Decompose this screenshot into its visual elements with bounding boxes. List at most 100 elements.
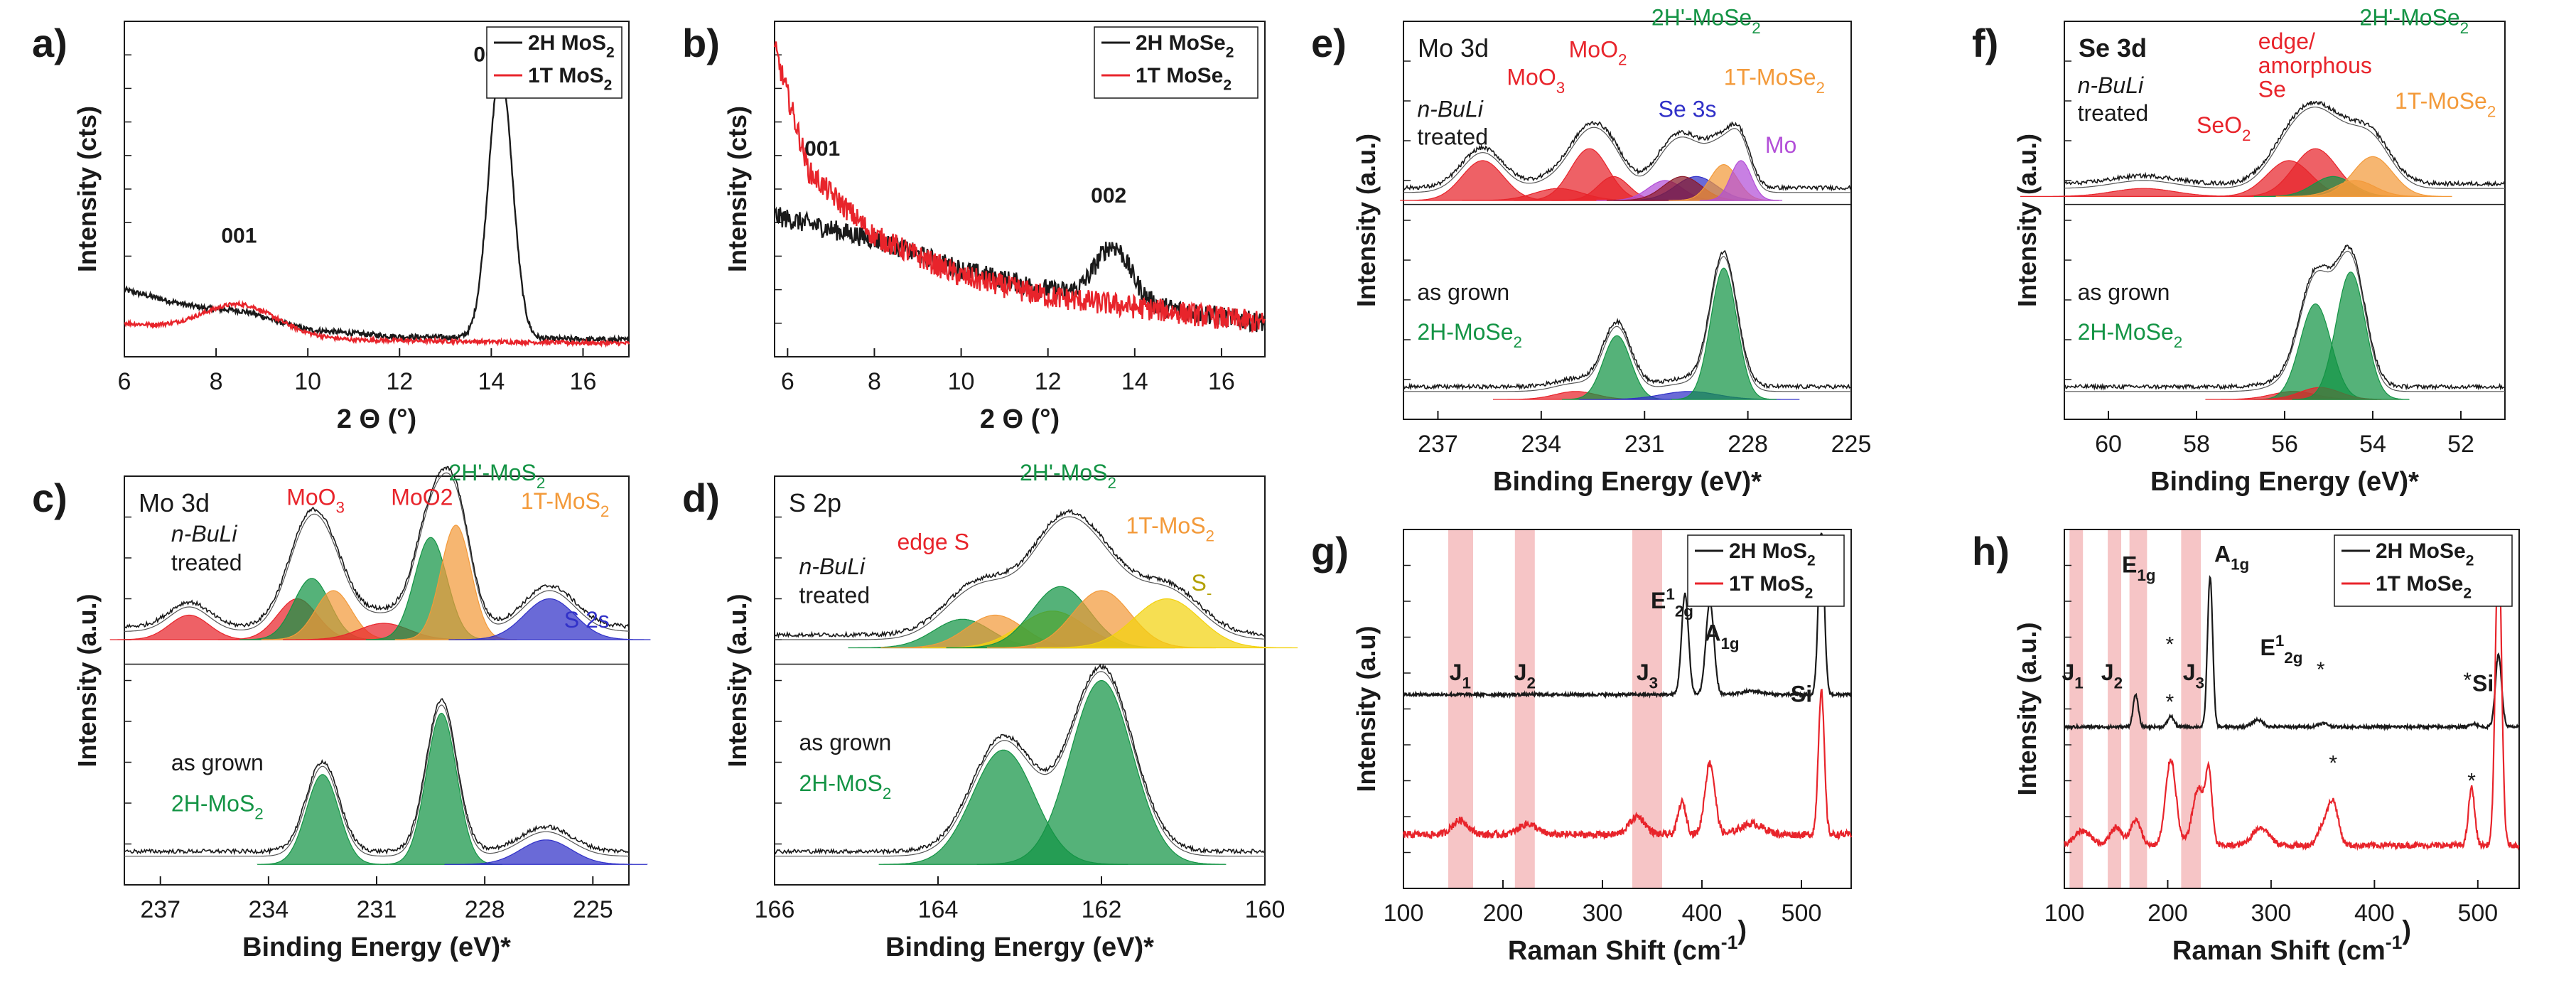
fit-component <box>1036 598 1298 649</box>
peak-label: n-BuLi <box>1417 96 1483 122</box>
fit-envelope <box>775 516 1265 640</box>
peak-label: amorphous <box>2258 53 2372 78</box>
panel-letter: d) <box>682 475 720 520</box>
x-tick-label: 500 <box>2457 900 2498 927</box>
peak-label: as grown <box>799 729 892 755</box>
x-tick-label: 225 <box>573 896 613 923</box>
x-tick-label: 160 <box>1245 896 1286 923</box>
peak-annotation: 001 <box>804 137 840 161</box>
series-line <box>123 66 630 345</box>
x-axis-label: Raman Shift (cm-1) <box>2172 916 2411 967</box>
peak-label: 2H'-MoS2 <box>1020 460 1116 492</box>
peak-label: n-BuLi <box>171 521 237 547</box>
x-tick-label: 500 <box>1782 900 1822 927</box>
x-tick-label: 237 <box>1418 431 1458 458</box>
panel-title: Mo 3d <box>139 488 210 517</box>
x-tick-label: 400 <box>2354 900 2395 927</box>
data-trace <box>124 698 630 856</box>
peak-label: 2H-MoSe2 <box>1417 319 1522 351</box>
x-axis-label: 2 Θ (°) <box>980 404 1060 434</box>
peak-label: E12g <box>1651 585 1693 620</box>
series-line <box>124 299 630 348</box>
band-label: J2 <box>2101 660 2123 692</box>
legend-entry: 1T MoS2 <box>1729 572 1813 602</box>
peak-label: MoO2 <box>391 484 453 510</box>
peak-label: 2H'-MoSe2 <box>1651 5 1761 37</box>
peak-label: edge/ <box>2258 28 2315 54</box>
peak-label: Mo <box>1765 132 1796 158</box>
peak-label: E1g <box>2122 552 2155 584</box>
legend-entry: 2H MoSe2 <box>1136 31 1234 61</box>
panel-b: 6 8 10 12 14 16 b) 2 Θ (°) Intensity (cts) 001 002… <box>682 21 1266 434</box>
peak-label: 2H-MoS2 <box>799 770 892 802</box>
series-line <box>1402 532 1852 699</box>
fit-component <box>257 774 389 865</box>
peak-label: 1T-MoSe2 <box>2395 88 2496 120</box>
fit-component <box>448 598 651 640</box>
x-tick-label: 14 <box>1121 368 1148 395</box>
fit-envelope <box>1403 127 1851 193</box>
fit-envelope <box>2064 250 2505 392</box>
series-line <box>773 41 1266 333</box>
series-line <box>1402 689 1853 841</box>
x-tick-label: 12 <box>386 368 413 395</box>
legend <box>486 26 623 99</box>
band-label: J1 <box>2062 660 2084 692</box>
y-axis-label: Intensity (a.u.) <box>72 593 102 767</box>
peak-label: 2H-MoSe2 <box>2078 319 2183 351</box>
data-trace <box>124 466 630 630</box>
peak-label: n-BuLi <box>2078 72 2144 98</box>
fit-component <box>1561 335 1672 400</box>
peak-label: MoO2 <box>1569 36 1627 68</box>
x-axis-label: Raman Shift (cm-1) <box>1508 916 1747 967</box>
legend-entry: 2H MoS2 <box>528 31 615 61</box>
star-marker: * <box>2329 751 2337 775</box>
peak-label: A1g <box>1704 620 1739 652</box>
band-label: J3 <box>2183 660 2204 692</box>
x-tick-label: 162 <box>1082 896 1122 923</box>
x-axis-label: 2 Θ (°) <box>337 404 416 434</box>
y-axis-label: Intensity (cts) <box>723 106 752 272</box>
fit-component <box>109 614 269 640</box>
peak-label: 2H'-MoS2 <box>448 460 545 492</box>
peak-label: Si <box>1791 681 1812 706</box>
peak-annotation: 002 <box>1091 184 1126 208</box>
x-tick-label: 6 <box>118 368 131 395</box>
x-tick-label: 54 <box>2359 431 2386 458</box>
peak-label: A1g <box>2214 541 2249 573</box>
y-axis-label: Intensity (a.u.) <box>2012 134 2042 307</box>
x-tick-label: 100 <box>2044 900 2085 927</box>
x-axis-label: Binding Energy (eV)* <box>1493 467 1762 497</box>
panel-h: 100 200 300 400 500 h) Raman Shift (cm-1) Inten… <box>1972 529 2520 967</box>
peak-label: 1T-MoS2 <box>521 488 609 520</box>
x-tick-label: 8 <box>868 368 881 395</box>
panel-c: 237 234 231 228 225 c) Binding Energy (eV)* Int… <box>32 460 651 962</box>
band-label: J1 <box>1450 660 1471 692</box>
x-tick-label: 10 <box>948 368 975 395</box>
x-tick-label: 12 <box>1035 368 1062 395</box>
data-trace <box>2064 244 2506 391</box>
peak-label: S 2s <box>564 607 610 633</box>
fit-envelope <box>775 671 1265 857</box>
x-tick-label: 166 <box>755 896 795 923</box>
x-tick-label: 200 <box>1483 900 1524 927</box>
x-tick-label: 100 <box>1384 900 1424 927</box>
x-tick-label: 228 <box>465 896 505 923</box>
peak-label: MoO3 <box>286 484 345 516</box>
fit-envelope <box>124 472 630 632</box>
highlight-band <box>1632 529 1662 888</box>
legend-entry: 1T MoSe2 <box>1136 64 1232 94</box>
x-tick-label: 60 <box>2095 431 2122 458</box>
star-marker: * <box>2166 633 2174 657</box>
legend-entry: 2H MoS2 <box>1729 539 1816 569</box>
data-trace <box>774 663 1266 856</box>
panel-f: 60 58 56 54 52 f) Binding Energy (eV)* Intensit… <box>1972 5 2506 497</box>
legend-entry: 1T MoSe2 <box>2376 572 2472 602</box>
star-marker: * <box>2317 658 2325 682</box>
y-axis-label: Intensity (a.u.) <box>1352 134 1381 307</box>
data-trace <box>1403 249 1852 391</box>
highlight-band <box>2108 529 2121 888</box>
y-axis-label: Intensity (cts) <box>72 106 102 272</box>
